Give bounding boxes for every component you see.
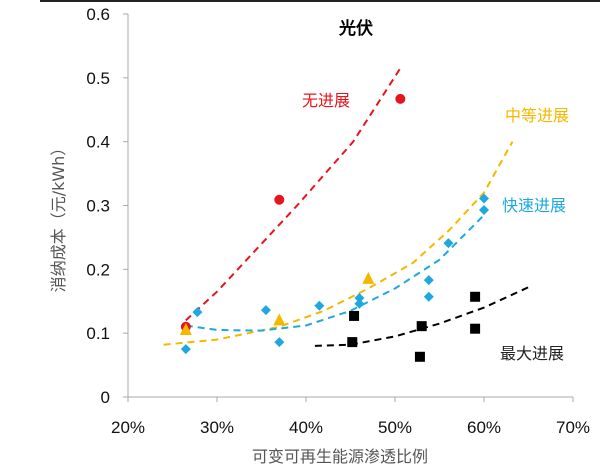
top-border — [40, 0, 600, 2]
trendline-3 — [314, 286, 529, 347]
data-point-square — [470, 323, 481, 334]
series-label: 快速进展 — [502, 196, 566, 215]
y-tick-label: 0.5 — [86, 69, 110, 88]
x-tick-label: 30% — [200, 418, 234, 437]
data-point-square — [349, 310, 360, 321]
chart-title: 光伏 — [338, 18, 373, 39]
trendline-1 — [163, 141, 514, 346]
data-point-square — [416, 321, 427, 332]
data-point-circle — [395, 93, 406, 104]
y-tick-label: 0.1 — [86, 324, 110, 343]
series-label: 中等进展 — [505, 106, 569, 125]
data-point-diamond — [354, 293, 365, 304]
x-tick-label: 60% — [467, 418, 501, 437]
y-tick-label: 0.3 — [86, 197, 110, 216]
y-tick-label: 0.2 — [86, 260, 110, 279]
y-axis-label: 消纳成本（元/kWh） — [49, 140, 68, 293]
data-point-circle — [274, 194, 285, 205]
data-point-diamond — [354, 298, 365, 309]
data-point-triangle — [179, 322, 192, 335]
data-point-triangle — [362, 271, 375, 284]
data-point-square — [347, 337, 358, 348]
y-tick-label: 0.6 — [86, 5, 110, 24]
trendline-2 — [185, 214, 485, 332]
data-point-square — [414, 351, 425, 362]
data-point-diamond — [423, 291, 434, 302]
data-point-diamond — [443, 238, 454, 249]
x-tick-label: 70% — [556, 418, 590, 437]
data-point-diamond — [479, 204, 489, 215]
series-label: 无进展 — [302, 91, 350, 110]
x-tick-label: 50% — [378, 418, 412, 437]
data-point-diamond — [180, 344, 191, 355]
data-point-diamond — [260, 305, 271, 316]
x-tick-label: 20% — [111, 418, 145, 437]
x-tick-label: 40% — [289, 418, 323, 437]
data-point-diamond — [423, 275, 434, 286]
trendline-0 — [185, 67, 402, 322]
data-point-square — [470, 291, 481, 302]
y-tick-label: 0 — [101, 388, 110, 407]
data-point-diamond — [479, 193, 489, 204]
data-point-diamond — [274, 337, 285, 348]
y-tick-label: 0.4 — [86, 133, 110, 152]
series-label: 最大进展 — [500, 344, 564, 363]
data-point-diamond — [192, 307, 203, 318]
x-axis-label: 可变可再生能源渗透比例 — [252, 447, 428, 466]
data-point-diamond — [314, 300, 325, 311]
data-point-triangle — [273, 313, 286, 326]
